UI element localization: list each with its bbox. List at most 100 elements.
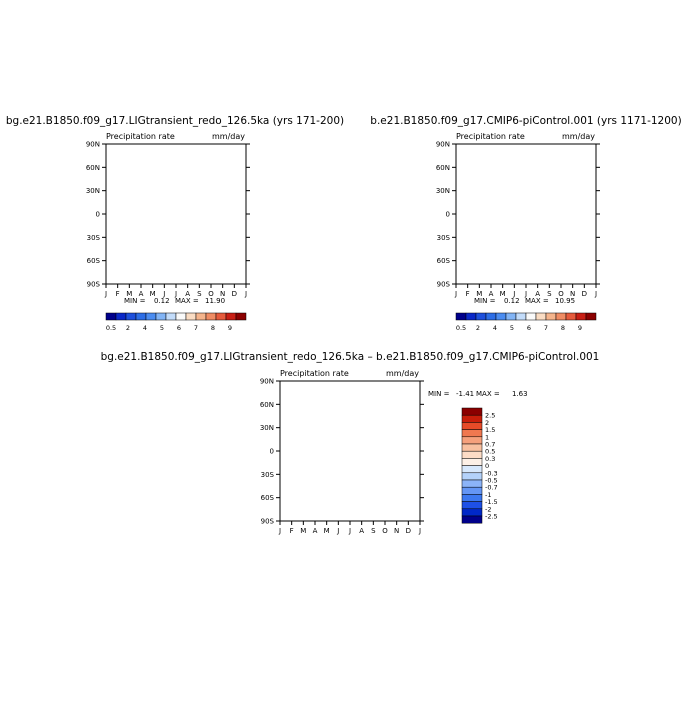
difference-panel-title: bg.e21.B1850.f09_g17.LIGtransient_redo_1… [101,351,600,363]
x-tick-label: A [139,290,144,298]
x-tick-label: J [418,527,421,535]
diff-anomaly [378,414,402,428]
colorbar-swatch [235,312,247,321]
diff-anomaly [280,437,420,442]
diff-anomaly [290,500,310,512]
colorbar-swatch [461,443,483,452]
colorbar-swatch [115,312,127,321]
diff-anomaly [350,471,390,481]
precip-band [456,202,596,210]
colorbar-swatch [205,312,217,321]
colorbar-label: 9 [228,324,232,332]
difference-unit-label: mm/day [386,369,419,378]
right-colorbar: 0.5 2 4 5 6 7 8 9 [455,312,597,332]
colorbar-label: 5 [510,324,514,332]
subtropical-patch [502,236,554,244]
colorbar-swatch [461,436,483,445]
x-tick-label: M [476,290,482,298]
colorbar-swatch [461,450,483,459]
y-tick-label: 60S [261,494,275,502]
difference-precip-field [280,381,420,521]
x-tick-label: O [208,290,214,298]
colorbar-label: 1 [485,433,489,441]
diff-anomaly [336,400,364,412]
x-tick-label: J [104,290,107,298]
y-tick-label: 30N [260,424,274,432]
precip-band [106,178,246,190]
diff-background [280,381,420,521]
x-tick-label: J [348,527,351,535]
x-tick-label: F [466,290,470,298]
left-unit-label: mm/day [212,132,245,141]
right-max-label: MAX = [525,297,549,305]
colorbar-swatch [165,312,177,321]
colorbar-label: 7 [194,324,198,332]
x-tick-label: S [197,290,202,298]
colorbar-label: 4 [493,324,497,332]
colorbar-swatch [461,422,483,430]
y-tick-label: 90N [86,141,100,149]
difference-y-ticks: 90N 60N 30N 0 30S 60S 90S [260,378,424,526]
colorbar-swatch [461,414,483,423]
x-tick-label: N [394,527,399,535]
precip-band [106,202,246,210]
x-tick-label: A [185,290,190,298]
precip-band [106,258,246,268]
colorbar-swatch [465,312,477,321]
diff-anomaly [302,475,338,487]
precip-band [106,154,246,166]
colorbar-label: 0.5 [106,324,116,332]
precip-band [106,276,246,284]
difference-plot-frame [279,380,421,522]
diff-anomaly [364,489,396,503]
y-tick-label: 60N [260,401,274,409]
colorbar-swatch [461,429,483,438]
colorbar-swatch [461,494,483,502]
x-tick-label: O [558,290,564,298]
precip-band [456,154,596,166]
colorbar-swatch [575,312,587,321]
colorbar-label: 9 [578,324,582,332]
difference-heatmap [280,381,420,521]
colorbar-swatch [225,312,237,321]
colorbar-swatch [515,312,527,321]
itcz-inner [456,203,596,215]
x-tick-label: M [150,290,156,298]
colorbar-swatch [461,458,483,466]
x-tick-label: J [162,290,165,298]
diff-anomaly [285,449,335,454]
precip-band [106,210,246,220]
x-tick-label: A [313,527,318,535]
difference-min-label: MIN = [428,390,450,398]
x-tick-label: D [582,290,587,298]
colorbar-swatch [545,312,557,321]
x-tick-label: M [126,290,132,298]
precip-band [456,276,596,284]
x-tick-label: S [371,527,376,535]
precip-band [106,252,246,258]
difference-colorbar: 2.521.510.70.50.30-0.3-0.5-0.7-1-1.5-2-2… [461,407,498,524]
colorbar-label: 6 [527,324,531,332]
colorbar-swatch [585,312,597,321]
itcz-mid [456,201,596,217]
y-tick-label: 60N [86,164,100,172]
precip-band [456,268,596,276]
precip-band [456,144,596,154]
colorbar-label: -1.5 [485,498,498,506]
x-tick-label: A [535,290,540,298]
right-panel-title: b.e21.B1850.f09_g17.CMIP6-piControl.001 … [370,115,681,127]
colorbar-swatch [535,312,547,321]
colorbar-swatch [461,472,483,481]
precip-band [456,178,596,190]
precip-band [456,252,596,258]
x-tick-label: M [300,527,306,535]
x-tick-label: S [547,290,552,298]
colorbar-swatch [455,312,467,321]
diff-anomaly [310,437,400,442]
itcz-core [166,203,214,209]
diff-anomaly [280,449,420,454]
colorbar-label: 0.7 [485,441,495,449]
left-variable-label: Precipitation rate [106,132,175,141]
y-tick-label: 30S [87,234,101,242]
